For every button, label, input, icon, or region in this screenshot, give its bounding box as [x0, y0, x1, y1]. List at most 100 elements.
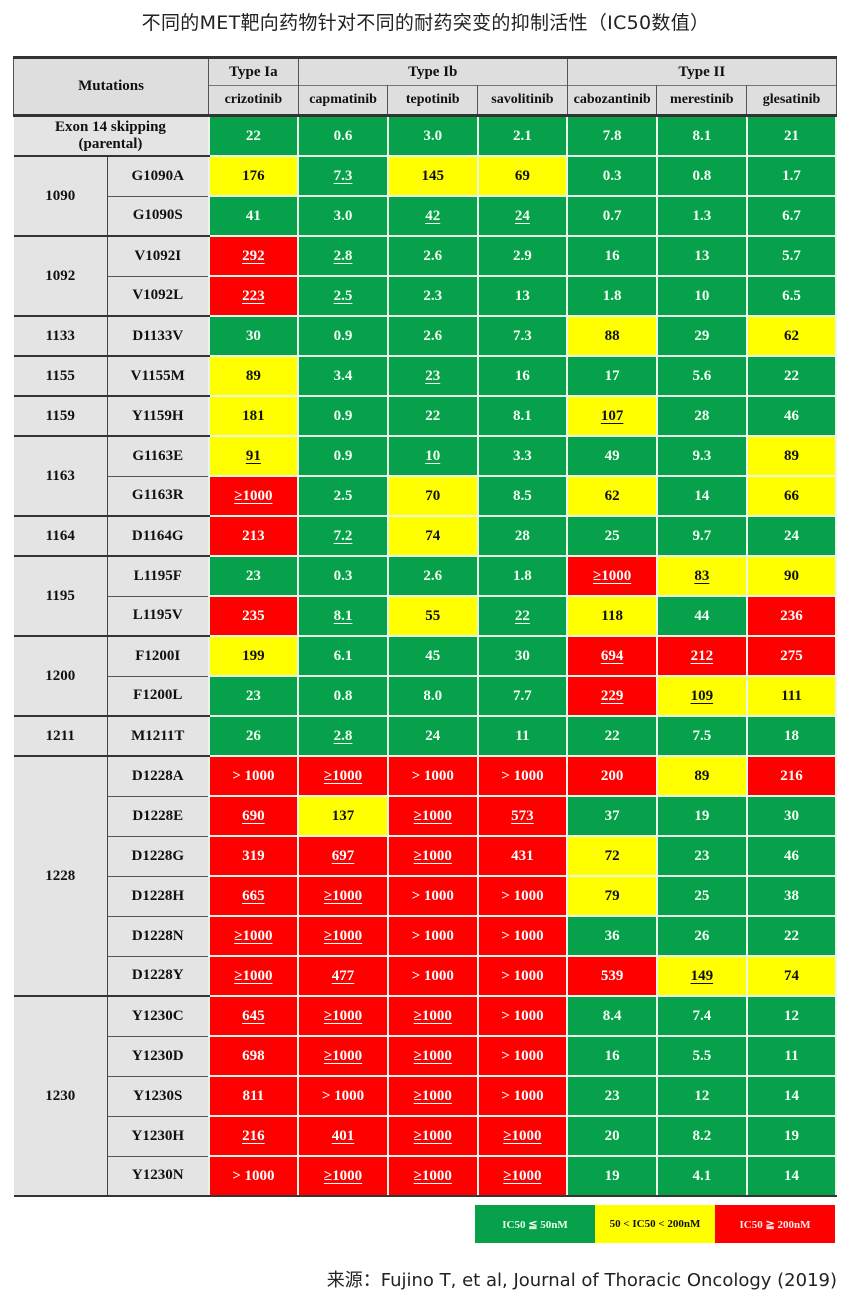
ic50-cell: > 1000	[386, 915, 479, 957]
ic50-value: ≥1000	[323, 927, 363, 944]
ic50-cell: 8.1	[297, 595, 389, 637]
ic50-cell: 2.1	[476, 114, 569, 157]
ic50-cell: 37	[566, 795, 658, 837]
ic50-value: 83	[694, 567, 710, 584]
ic50-value: 79	[604, 887, 620, 904]
ic50-value: 17	[604, 367, 620, 384]
ic50-value: 0.8	[692, 167, 712, 184]
ic50-cell: 24	[745, 515, 838, 557]
ic50-cell: 7.8	[566, 114, 658, 157]
chart-title: 不同的MET靶向药物针对不同的耐药突变的抑制活性（IC50数值）	[141, 12, 710, 34]
ic50-value: ≥1000	[413, 1047, 452, 1064]
ic50-value: ≥1000	[323, 767, 363, 784]
ic50-cell: ≥1000	[386, 795, 479, 837]
ic50-cell: 8.2	[655, 1115, 748, 1157]
ic50-value: 30	[245, 327, 261, 344]
ic50-value: 573	[511, 807, 534, 824]
ic50-cell: 7.3	[297, 155, 389, 197]
drug-header: glesatinib	[746, 85, 837, 117]
ic50-cell: 89	[207, 355, 300, 397]
table-row: D1228H 665 ≥1000 > 1000 > 1000 79 25 38	[14, 875, 838, 917]
table-row: 1163 G1163E 91 0.9 10 3.3 49 9.3 89	[13, 435, 838, 517]
ic50-value: 91	[245, 447, 261, 464]
ic50-value: 212	[690, 647, 714, 664]
ic50-cell: 2.6	[386, 235, 479, 277]
ic50-cell: ≥1000	[297, 755, 389, 797]
header-row-types: Mutations Type Ia Type Ib Type II	[13, 56, 837, 117]
ic50-value: 74	[784, 967, 799, 984]
ic50-cell: 149	[655, 955, 748, 997]
ic50-cell: 0.6	[297, 114, 389, 157]
ic50-cell: 176	[207, 155, 300, 197]
ic50-value: 55	[425, 607, 441, 624]
ic50-value: 24	[784, 527, 799, 544]
ic50-cell: > 1000	[476, 1035, 569, 1077]
ic50-cell: 5.5	[655, 1035, 748, 1077]
ic50-cell: 72	[566, 835, 658, 877]
header-row-drugs: crizotinib capmatinib tepotinib savoliti…	[14, 85, 837, 117]
ic50-value: 22	[784, 367, 799, 384]
ic50-cell: 7.5	[655, 715, 748, 757]
ic50-value: 2.9	[513, 247, 532, 264]
ic50-value: 8.0	[423, 687, 443, 704]
ic50-value: 23	[245, 687, 261, 704]
ic50-cell: 30	[745, 795, 838, 837]
ic50-value: > 1000	[501, 887, 544, 904]
source-citation: 来源：Fujino T, et al, Journal of Thoracic …	[326, 1270, 837, 1291]
ic50-value: 694	[600, 647, 624, 664]
ic50-value: > 1000	[232, 1167, 275, 1184]
ic50-value: ≥1000	[413, 1167, 452, 1184]
mutation-label: F1200I	[107, 636, 209, 677]
ic50-cell: 200	[566, 755, 658, 797]
ic50-value: 2.3	[423, 287, 443, 304]
ic50-cell: 8.4	[566, 995, 658, 1037]
mutation-label: D1228E	[107, 796, 209, 837]
ic50-cell: 811	[207, 1075, 300, 1117]
ic50-cell: 29	[655, 315, 748, 357]
ic50-value: 37	[604, 807, 620, 824]
table-row: D1228Y ≥1000 477 > 1000 > 1000 539 149 74	[14, 955, 838, 997]
ic50-value: ≥1000	[323, 1007, 363, 1024]
position-label: 1228	[13, 756, 108, 997]
ic50-cell: 24	[386, 715, 479, 757]
ic50-value: 7.4	[692, 1007, 712, 1024]
ic50-cell: 10	[655, 275, 748, 317]
ic50-value: 29	[694, 327, 710, 344]
ic50-cell: 3.0	[297, 195, 389, 237]
ic50-cell: 19	[655, 795, 748, 837]
ic50-value: 5.7	[782, 247, 801, 264]
ic50-cell: 28	[655, 395, 748, 437]
table-row: 1092 V1092I 292 2.8 2.6 2.9 16 13 5.7	[13, 235, 838, 317]
table-row: D1228G 319 697 ≥1000 431 72 23 46	[14, 835, 838, 877]
ic50-cell: > 1000	[386, 955, 479, 997]
position-label: 1200	[13, 636, 108, 717]
ic50-value: 0.3	[333, 567, 353, 584]
ic50-cell: 0.8	[297, 675, 389, 717]
mutation-label: D1133V	[107, 316, 209, 357]
ic50-value: 5.6	[692, 367, 712, 384]
ic50-cell: ≥1000	[297, 1155, 389, 1197]
ic50-value: ≥1000	[323, 887, 363, 904]
ic50-cell: 181	[207, 395, 300, 437]
ic50-cell: 0.7	[566, 195, 658, 237]
mutation-label: G1090A	[107, 156, 209, 197]
ic50-value: 8.1	[333, 607, 353, 624]
ic50-cell: 22	[745, 355, 838, 397]
ic50-value: 292	[242, 247, 265, 264]
ic50-value: 431	[511, 847, 534, 864]
ic50-cell: 83	[655, 555, 748, 597]
ic50-value: 7.5	[692, 727, 712, 744]
ic50-value: 0.7	[602, 207, 622, 224]
ic50-cell: 69	[476, 155, 569, 197]
ic50-value: 176	[242, 167, 265, 184]
ic50-value: 2.6	[423, 567, 443, 584]
ic50-value: ≥1000	[413, 1087, 452, 1104]
ic50-value: 23	[245, 567, 261, 584]
table-row: L1195V 235 8.1 55 22 118 44 236	[14, 595, 838, 637]
ic50-cell: ≥1000	[207, 915, 300, 957]
ic50-cell: 55	[386, 595, 479, 637]
ic50-value: 19	[784, 1127, 799, 1144]
ic50-value: 2.6	[423, 327, 443, 344]
ic50-cell: 6.7	[745, 195, 838, 237]
ic50-value: ≥1000	[413, 1127, 452, 1144]
